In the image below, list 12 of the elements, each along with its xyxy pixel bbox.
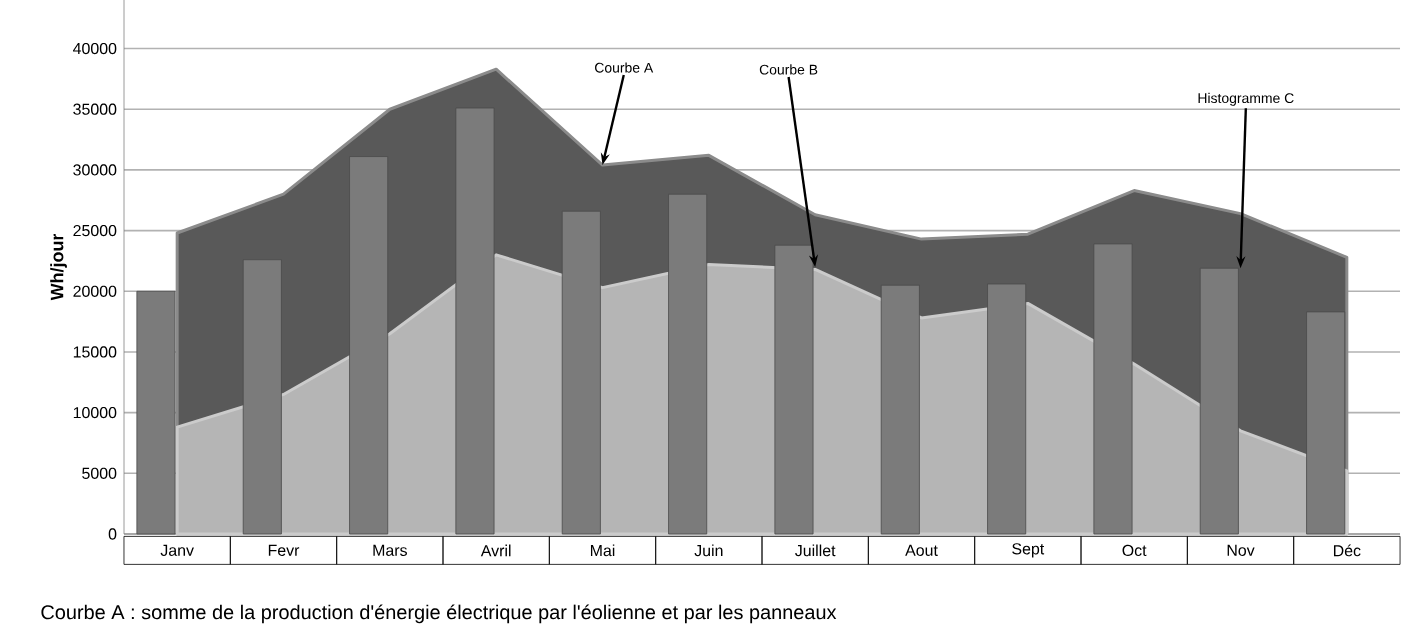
y-axis-title: Wh/jour: [50, 233, 67, 301]
bar: [349, 156, 389, 535]
text: Courbe A : somme de la production d'énergie électrique par l'éolienne et par les panneaux: [41, 604, 837, 624]
bar: [668, 193, 708, 535]
bar: [1199, 267, 1239, 535]
bar: [1093, 243, 1133, 535]
bar: [455, 107, 495, 535]
bar: [987, 283, 1027, 535]
bar: [242, 259, 282, 535]
bar: [774, 244, 814, 535]
bar: [880, 284, 920, 535]
bar: [561, 210, 601, 535]
